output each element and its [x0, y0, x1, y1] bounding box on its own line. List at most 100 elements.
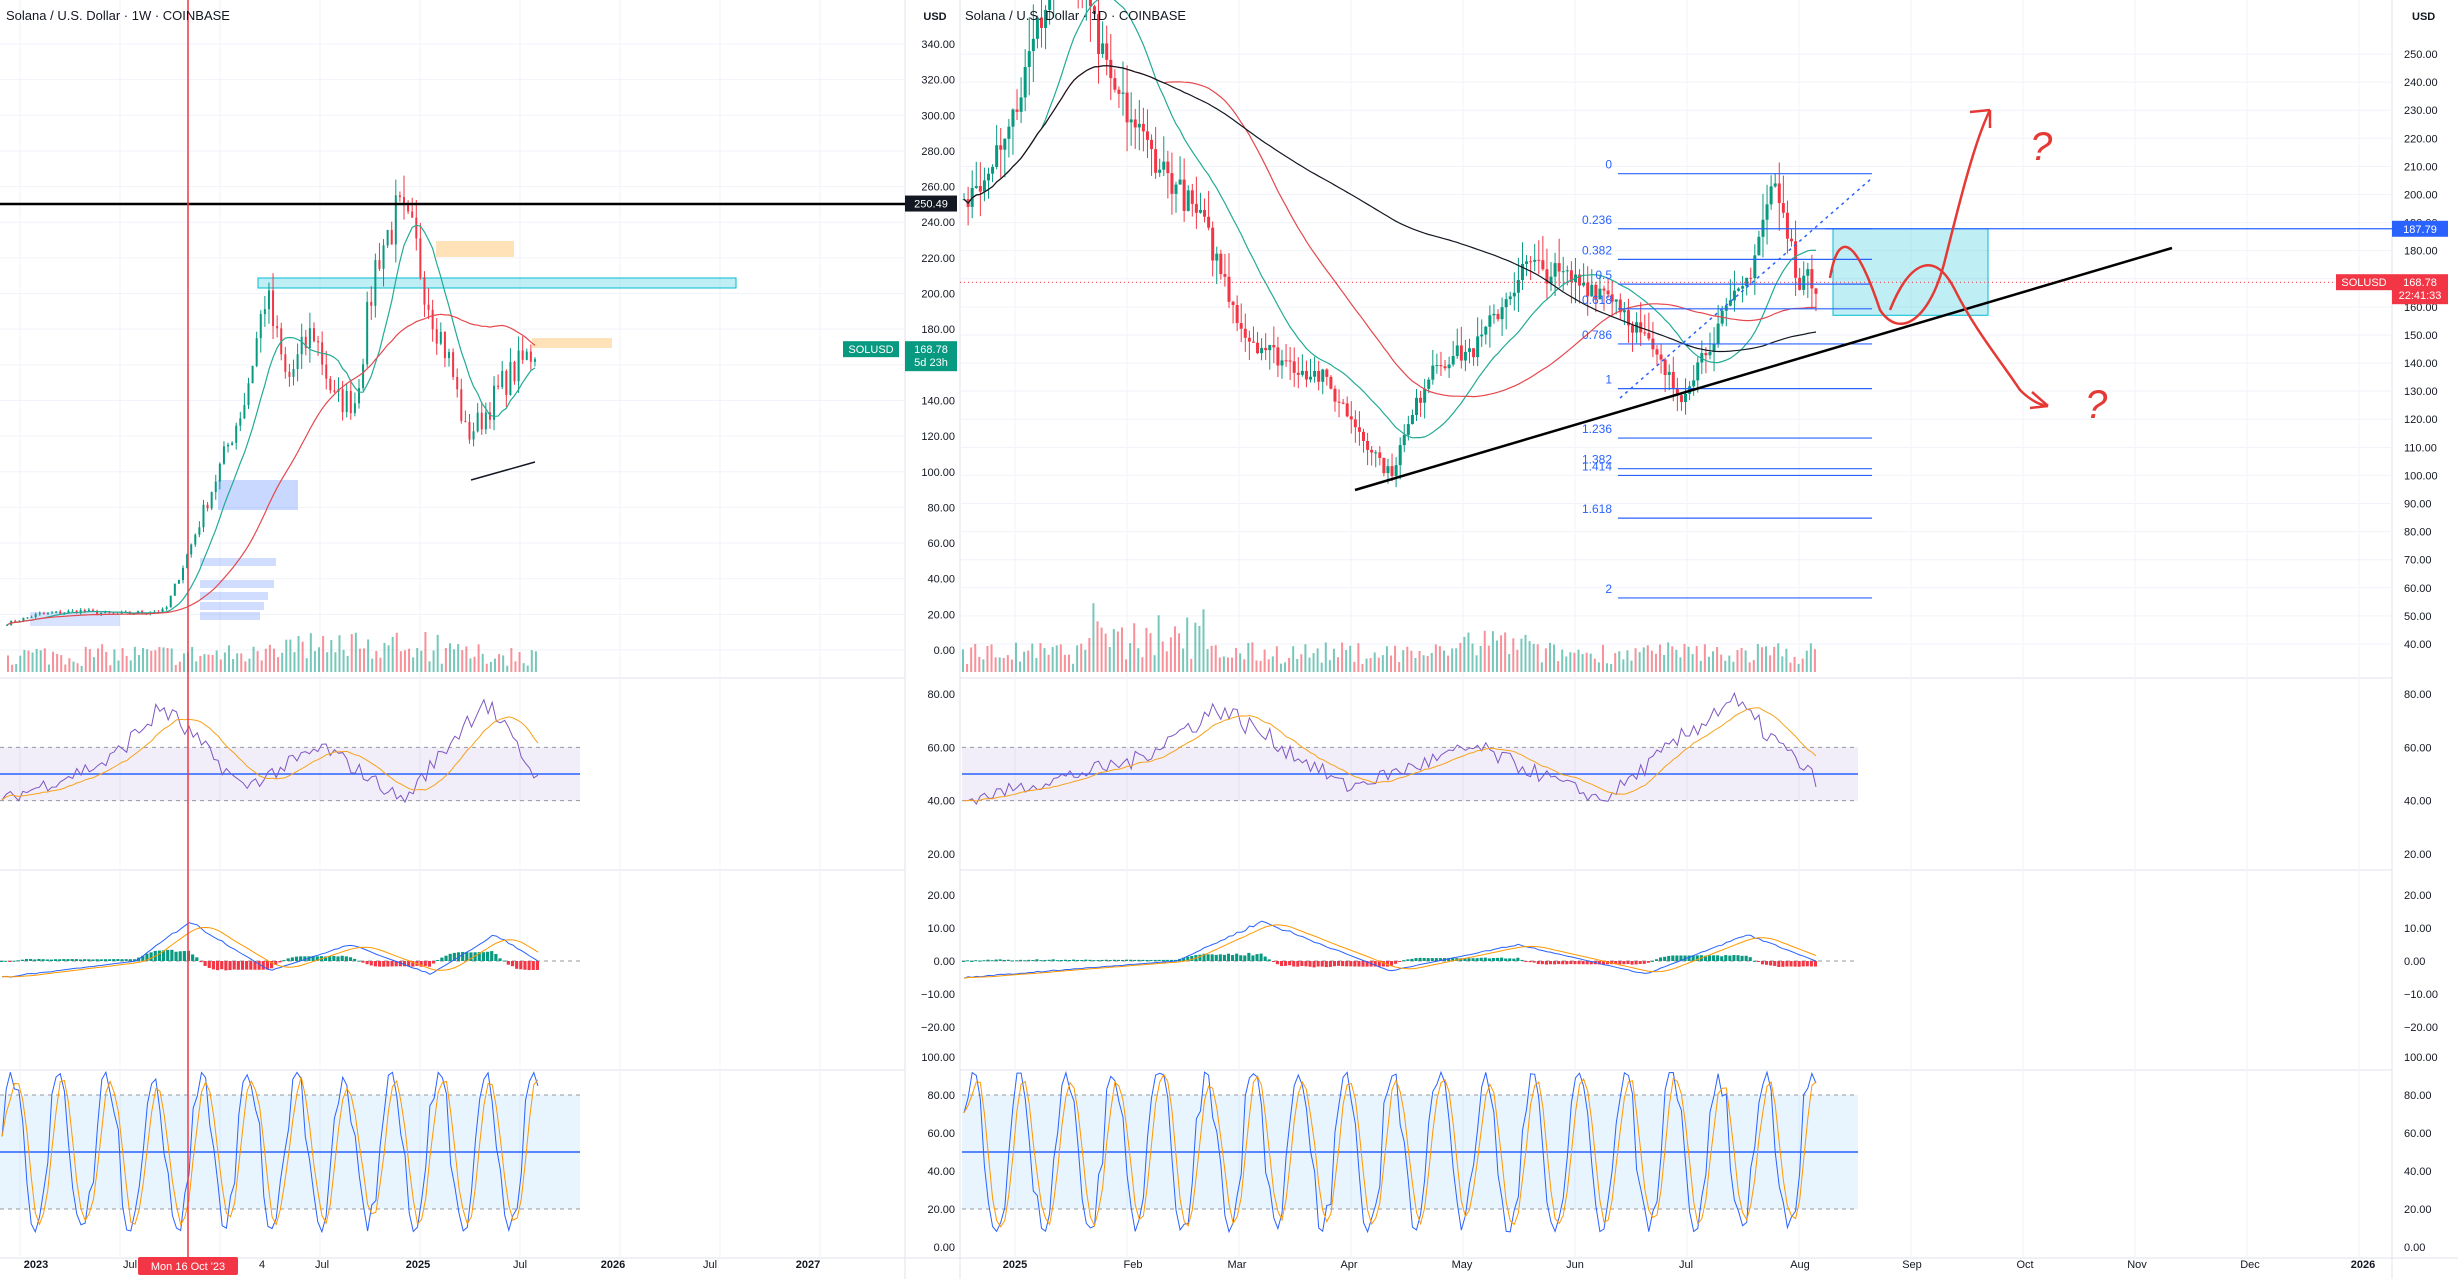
right-volume-bar	[1418, 650, 1421, 672]
left-macd-hist	[407, 961, 411, 967]
right-macd-hist	[1618, 961, 1622, 965]
left-volume-bar	[379, 657, 382, 672]
left-candle	[276, 326, 279, 329]
left-macd-hist	[427, 961, 431, 967]
right-volume-bar	[1125, 659, 1128, 672]
right-candle	[1015, 109, 1019, 112]
right-candle	[1137, 123, 1141, 128]
left-candle	[509, 361, 512, 395]
right-macd-hist	[1553, 961, 1557, 965]
left-price-tick: 340.00	[921, 39, 955, 51]
right-price-value: 168.78	[2403, 277, 2437, 289]
question-mark-upper: ?	[2030, 125, 2053, 169]
right-macd-hist	[1732, 955, 1736, 961]
left-candle	[452, 352, 455, 377]
right-chart-panel[interactable]: 0 0.236 0.382 0.5 0.618 0.786 1 1.236 1.3821.414…	[960, 0, 2392, 1234]
right-macd-hist	[1703, 955, 1707, 961]
left-candle	[472, 431, 475, 440]
left-volume-bar	[27, 650, 30, 672]
left-candle	[235, 425, 238, 443]
right-candle	[1333, 388, 1337, 402]
left-price-tick: 0.00	[934, 645, 955, 657]
right-candle	[1810, 269, 1814, 289]
right-macd-hist	[1051, 959, 1055, 961]
right-ema20	[963, 0, 1817, 439]
right-macd-hist	[1659, 957, 1663, 961]
right-candle	[1251, 341, 1255, 343]
fib-level-label: 0.236	[1582, 213, 1612, 227]
right-candle	[1292, 361, 1296, 373]
fib-level-label: 1	[1605, 373, 1612, 387]
left-candle	[349, 390, 352, 414]
right-macd-hist	[1516, 957, 1520, 961]
right-volume-bar	[1614, 653, 1617, 672]
right-time-tick: Sep	[1902, 1259, 1922, 1271]
right-indicator-tick: 80.00	[2404, 1090, 2432, 1102]
right-candle	[1496, 313, 1500, 320]
right-volume-bar	[1194, 622, 1197, 672]
left-volume-bar	[342, 649, 345, 672]
left-small-trendline[interactable]	[470, 461, 536, 481]
left-candle	[456, 376, 459, 390]
left-volume-bar	[313, 651, 316, 672]
hand-drawn-scenarios[interactable]: ??	[1828, 108, 2108, 427]
left-volume-bar	[371, 658, 374, 672]
right-volume-bar	[1642, 647, 1645, 672]
right-chart-title: Solana / U.S. Dollar · 1D · COINBASE	[965, 8, 1186, 23]
right-macd-hist	[1536, 961, 1540, 965]
left-volume-bar	[195, 661, 198, 672]
right-candle	[1431, 365, 1435, 380]
right-candle	[1162, 161, 1166, 170]
right-candle	[1231, 301, 1235, 306]
right-macd-hist	[1267, 959, 1271, 961]
left-volume-bar	[453, 649, 456, 672]
right-volume-bar	[1548, 642, 1551, 672]
right-macd-hist	[1125, 959, 1129, 961]
right-volume-bar	[1406, 646, 1409, 672]
right-candle	[1557, 263, 1561, 272]
left-chart-panel[interactable]: Solana / U.S. Dollar · 1W · COINBASE	[0, 0, 905, 1258]
right-volume-bar	[1341, 642, 1344, 672]
right-indicator-tick: 20.00	[2404, 849, 2432, 861]
left-macd-hist	[166, 949, 170, 961]
price-axes[interactable]: 340.00320.00300.00280.00260.00240.00220.…	[24, 11, 2438, 1271]
right-macd-hist	[1312, 961, 1316, 968]
right-volume-bar	[1451, 648, 1454, 672]
right-macd-hist	[1451, 957, 1455, 961]
right-volume-bar	[1027, 650, 1030, 672]
right-volume-bar	[1263, 649, 1266, 672]
left-volume-bars	[7, 631, 537, 672]
right-macd-hist	[1076, 959, 1080, 961]
rising-support-trendline[interactable]	[1354, 246, 2173, 492]
right-macd-hist	[1088, 959, 1092, 961]
left-macd-hist	[440, 957, 444, 961]
right-volume-bar	[1809, 643, 1812, 672]
left-macd-hist	[20, 959, 24, 961]
right-candle	[1207, 216, 1211, 228]
left-macd-hist	[398, 961, 402, 967]
fib-retracement[interactable]: 0 0.236 0.382 0.5 0.618 0.786 1 1.236 1.3821.414…	[1582, 158, 1872, 599]
right-candle	[1635, 322, 1639, 333]
left-volume-bar	[35, 649, 38, 672]
right-candle	[1777, 183, 1781, 204]
left-candle	[386, 229, 389, 246]
right-volume-bar	[1292, 646, 1295, 672]
right-macd-hist	[1707, 955, 1712, 961]
right-volume-bar	[1471, 643, 1474, 672]
left-macd-hist	[502, 960, 506, 962]
left-candle	[202, 504, 205, 528]
right-macd-hist	[1581, 961, 1585, 965]
left-volume-bar	[318, 647, 321, 672]
left-volume-bar	[281, 652, 284, 672]
right-candle	[1398, 445, 1402, 466]
right-candle	[1039, 17, 1043, 28]
right-macd-hist	[1226, 953, 1231, 961]
right-price-tick: 220.00	[2404, 133, 2438, 145]
left-volume-bar	[289, 639, 292, 672]
right-candle	[1378, 452, 1382, 459]
right-macd-hist	[1186, 956, 1190, 961]
right-candle	[1092, 6, 1096, 15]
left-candle	[296, 354, 299, 369]
left-candle	[403, 197, 405, 204]
